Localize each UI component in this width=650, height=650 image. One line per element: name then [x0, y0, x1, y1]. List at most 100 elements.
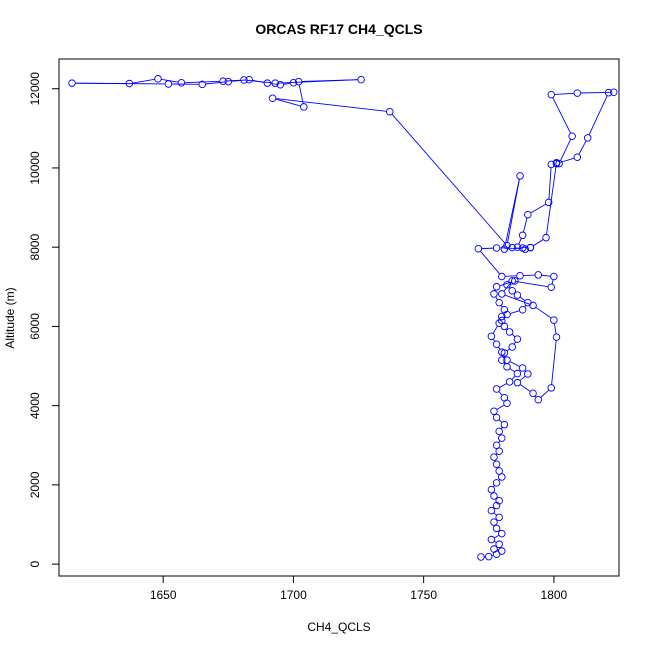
data-point — [125, 79, 134, 88]
data-point — [503, 356, 511, 364]
plot-frame — [58, 58, 620, 577]
series-segment — [498, 391, 503, 396]
series-segment — [578, 140, 587, 155]
series-segment — [541, 274, 551, 277]
series-segment — [532, 239, 544, 247]
data-point — [503, 241, 511, 250]
data-point — [518, 364, 527, 372]
series-segment — [499, 383, 507, 388]
series-segment — [554, 92, 575, 95]
data-point — [513, 335, 522, 343]
data-point — [568, 132, 576, 141]
x-axis-label: CH4_QCLS — [307, 620, 370, 634]
data-point — [294, 77, 303, 86]
series-segment — [503, 283, 511, 292]
data-point — [492, 413, 501, 422]
series-segment — [530, 203, 547, 214]
data-point — [498, 312, 506, 321]
data-point — [498, 348, 506, 356]
data-point — [495, 496, 503, 505]
data-point — [513, 369, 522, 378]
data-point — [534, 395, 543, 404]
data-point — [477, 553, 485, 561]
data-point — [271, 79, 279, 87]
series-segment — [481, 247, 494, 250]
data-point — [503, 281, 511, 289]
series-segment — [495, 296, 498, 301]
data-point — [547, 283, 556, 291]
series-segment — [510, 310, 520, 314]
data-point — [492, 283, 501, 291]
y-tick-label: 6000 — [28, 313, 42, 340]
series-segment — [498, 419, 503, 423]
data-point — [500, 420, 509, 429]
series-segment — [492, 325, 498, 334]
data-point — [498, 356, 506, 364]
series-segment — [505, 275, 517, 277]
series-segment — [519, 296, 526, 302]
data-point — [542, 233, 550, 242]
data-point — [492, 244, 501, 252]
data-point — [516, 172, 524, 180]
y-tick-label: 8000 — [28, 234, 42, 261]
series-segment — [275, 98, 301, 107]
series-segment — [511, 375, 516, 380]
data-point — [177, 79, 186, 87]
data-point — [495, 298, 503, 307]
series-segment — [75, 82, 166, 85]
data-point — [529, 301, 537, 310]
data-point — [518, 231, 527, 240]
series-segment — [588, 95, 608, 136]
series-segment — [498, 346, 501, 350]
data-point — [500, 393, 509, 402]
data-point — [490, 407, 498, 415]
series-segment — [504, 294, 531, 305]
data-point — [508, 287, 516, 295]
data-point — [524, 370, 532, 378]
data-point — [550, 272, 558, 281]
series-segment — [551, 279, 554, 285]
series-segment — [507, 247, 520, 250]
series-segment — [278, 79, 358, 84]
series-points — [68, 75, 618, 561]
series-segment — [560, 139, 572, 161]
series-segment — [548, 167, 552, 200]
series-segment — [553, 323, 557, 334]
data-point — [492, 460, 501, 469]
data-point — [495, 540, 503, 549]
series-segment — [540, 389, 550, 398]
data-point — [503, 363, 511, 371]
series-segment — [509, 361, 520, 367]
data-point — [583, 134, 592, 142]
data-point — [573, 153, 582, 161]
data-point — [198, 80, 207, 89]
data-point — [524, 210, 532, 219]
data-point — [386, 107, 394, 116]
data-point — [508, 277, 516, 285]
y-tick-label: 10000 — [28, 151, 42, 185]
series-segment — [480, 250, 501, 275]
data-point — [505, 328, 514, 336]
series-segment — [492, 338, 496, 342]
data-point — [357, 75, 365, 84]
data-point — [490, 453, 498, 461]
series-segment — [523, 217, 528, 233]
data-point — [498, 290, 506, 298]
data-point — [487, 332, 496, 341]
series-segment — [519, 375, 526, 381]
y-axis: 0 2000 4000 6000 8000 10000 12000 — [28, 72, 60, 567]
data-point — [289, 79, 298, 87]
series-segment — [275, 98, 387, 112]
data-point — [492, 524, 501, 533]
data-point — [547, 90, 556, 99]
data-point — [529, 389, 537, 398]
x-axis: 1650 1700 1750 1800 — [150, 575, 568, 602]
data-point — [263, 79, 272, 87]
data-point — [240, 76, 248, 84]
y-tick-label: 4000 — [28, 392, 42, 419]
data-point — [495, 319, 503, 327]
series-segment — [298, 84, 304, 104]
data-point — [492, 385, 501, 393]
series-segment — [496, 404, 505, 410]
